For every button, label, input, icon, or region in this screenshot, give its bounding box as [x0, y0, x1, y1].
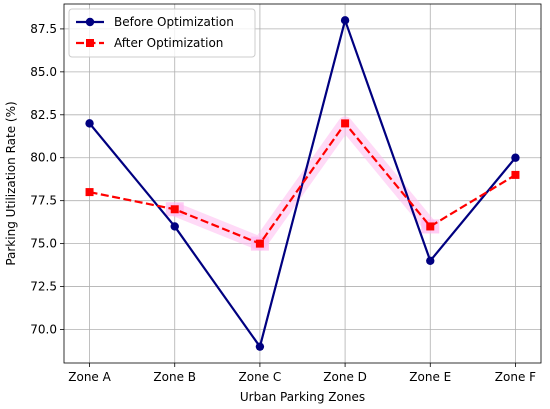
series-line: [89, 122, 517, 245]
y-axis-label: Parking Utilization Rate (%): [4, 101, 18, 265]
data-point: [255, 239, 264, 248]
y-tick-label: 72.5: [30, 280, 57, 294]
x-tick-label: Zone C: [239, 370, 282, 384]
series-line: [88, 19, 517, 348]
data-point: [341, 119, 350, 128]
x-tick-label: Zone B: [153, 370, 196, 384]
legend: Before Optimization After Optimization: [68, 8, 256, 58]
y-tick-label: 75.0: [30, 237, 57, 251]
series-2: [85, 119, 520, 248]
x-tick-label: Zone A: [68, 370, 111, 384]
data-point: [170, 222, 179, 231]
data-point: [255, 342, 265, 351]
data-point: [511, 170, 520, 179]
legend-label: Before Optimization: [114, 15, 234, 29]
x-axis-label: Urban Parking Zones: [240, 390, 365, 404]
y-tick-label: 77.5: [30, 194, 57, 208]
x-axis-ticks: Zone A Zone B Zone C Zone D Zone E Zone F: [68, 363, 536, 384]
legend-marker: [86, 39, 94, 47]
y-tick-label: 82.5: [30, 108, 57, 122]
grid: [64, 4, 541, 363]
y-tick-label: 85.0: [30, 65, 57, 79]
plot-frame: [63, 3, 542, 364]
series-1: [85, 16, 520, 351]
x-tick-label: Zone E: [409, 370, 451, 384]
data-point: [85, 119, 94, 128]
legend-label: After Optimization: [114, 36, 223, 50]
data-point: [85, 188, 94, 197]
y-tick-label: 87.5: [30, 22, 57, 36]
legend-items: Before Optimization After Optimization: [76, 15, 234, 50]
data-point: [426, 222, 435, 231]
data-point: [170, 205, 179, 214]
y-axis-ticks: 70.0 72.5 75.0 77.5 80.0 82.5 85.0 87.5: [30, 22, 64, 337]
y-tick-label: 70.0: [30, 323, 57, 337]
legend-item-2: After Optimization: [76, 36, 223, 50]
x-tick-label: Zone D: [323, 370, 367, 384]
y-tick-label: 80.0: [30, 151, 57, 165]
legend-item-1: Before Optimization: [76, 15, 234, 29]
series-layer: [85, 16, 520, 351]
x-tick-label: Zone F: [495, 370, 536, 384]
legend-marker: [85, 17, 95, 27]
legend-box: [68, 8, 256, 58]
data-point: [426, 256, 435, 265]
data-point: [340, 16, 350, 25]
data-point: [511, 153, 520, 162]
